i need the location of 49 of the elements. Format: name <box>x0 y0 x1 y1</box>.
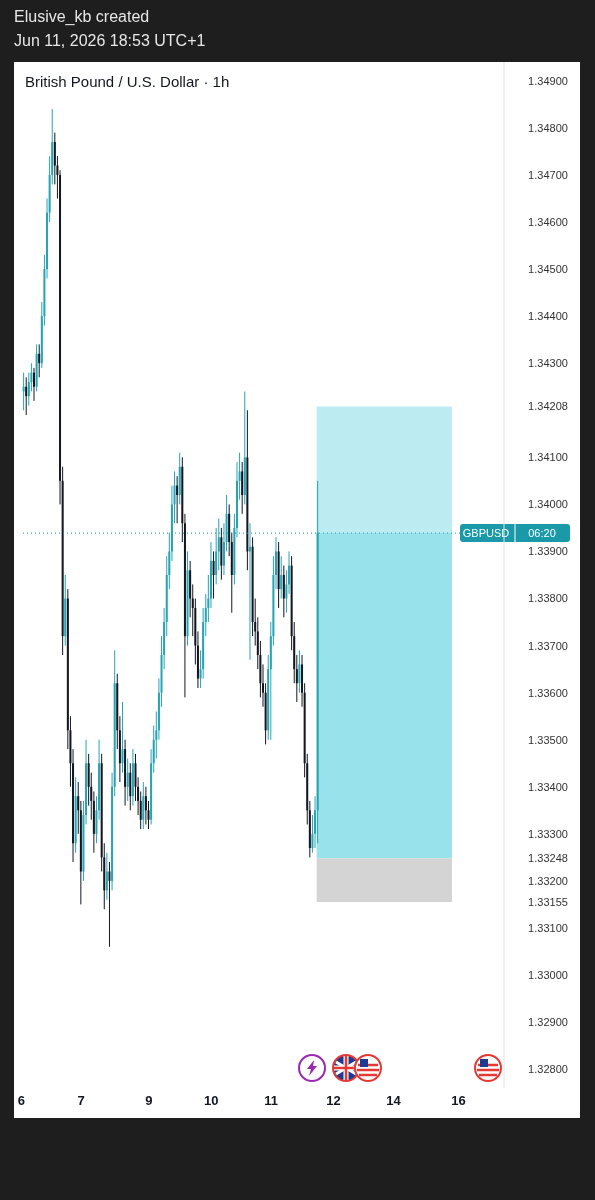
y-tick-label: 1.34400 <box>528 310 568 323</box>
y-tick-label: 1.34208 <box>528 400 568 413</box>
y-tick-label: 1.33400 <box>528 780 568 793</box>
ref-line-label: GBPUSD <box>462 527 510 540</box>
x-tick-label: 16 <box>451 1093 466 1109</box>
chart-subtitle: Jun 11, 2026 18:53 UTC+1 <box>14 32 206 50</box>
y-tick-label: 1.34300 <box>528 357 568 370</box>
candlestick <box>121 701 124 774</box>
y-tick-label: 1.32900 <box>528 1016 568 1029</box>
candlestick <box>108 861 111 948</box>
candlestick <box>25 376 28 416</box>
y-tick-label: 1.34800 <box>528 121 568 134</box>
candlestick <box>176 475 179 524</box>
y-tick-label: 1.33600 <box>528 686 568 699</box>
candlestick <box>38 343 41 378</box>
y-tick-label: 1.33900 <box>528 545 568 558</box>
y-tick-label: 1.33000 <box>528 968 568 981</box>
candlestick <box>212 550 215 600</box>
y-tick-label: 1.34100 <box>528 451 568 464</box>
y-tick-label: 1.34900 <box>528 74 568 87</box>
candlestick <box>298 649 301 694</box>
text: 06:20 <box>528 527 556 540</box>
y-tick-label: 1.33300 <box>528 827 568 840</box>
text: Elusive_kb created <box>14 8 150 26</box>
y-tick-label: 1.33800 <box>528 592 568 605</box>
y-tick-label: 1.34500 <box>528 262 568 275</box>
x-tick-label: 6 <box>17 1093 25 1109</box>
y-tick-label: 1.34000 <box>528 498 568 511</box>
y-tick-label: 1.33248 <box>528 852 568 865</box>
y-tick-label: 1.32800 <box>528 1063 568 1076</box>
text: British Pound / U.S. Dollar · 1h <box>25 73 230 90</box>
candlestick <box>241 461 244 515</box>
x-tick-label: 14 <box>386 1093 402 1109</box>
candlestick <box>142 781 145 830</box>
y-tick-label: 1.33700 <box>528 639 568 652</box>
candlestick <box>144 786 147 825</box>
y-tick-label: 1.34600 <box>528 215 568 228</box>
y-tick-label: 1.33200 <box>528 874 568 887</box>
y-tick-label: 1.34700 <box>528 168 568 181</box>
y-tick-label: 1.33100 <box>528 921 568 934</box>
candlestick <box>126 758 129 802</box>
x-tick-label: 9 <box>145 1093 153 1109</box>
candlestick <box>33 367 36 402</box>
x-tick-label: 12 <box>326 1093 341 1109</box>
y-tick-label: 1.33500 <box>528 733 568 746</box>
x-tick-label: 11 <box>264 1093 278 1109</box>
y-tick-label: 1.33155 <box>528 896 568 908</box>
x-tick-label: 10 <box>204 1093 219 1109</box>
x-tick-label: 7 <box>77 1093 85 1109</box>
